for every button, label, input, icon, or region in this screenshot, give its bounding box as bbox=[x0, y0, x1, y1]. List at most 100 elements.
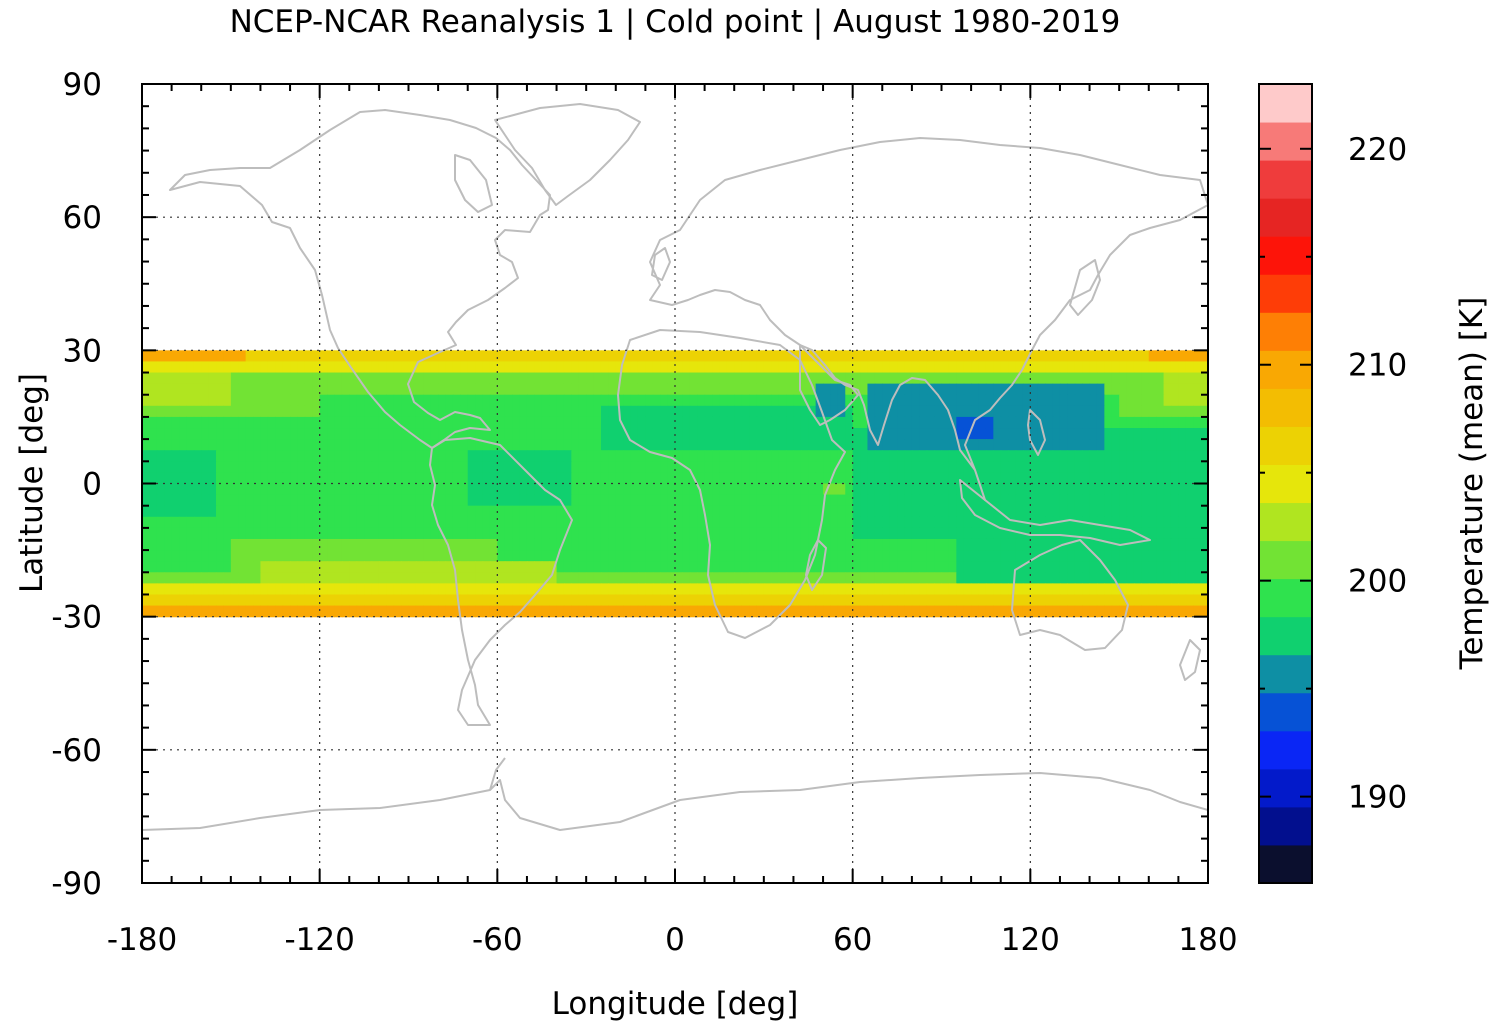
heatmap-cell bbox=[475, 594, 484, 607]
heatmap-cell bbox=[719, 450, 728, 462]
heatmap-cell bbox=[586, 516, 595, 529]
heatmap-cell bbox=[512, 527, 521, 540]
heatmap-cell bbox=[438, 561, 447, 573]
heatmap-cell bbox=[830, 472, 839, 485]
heatmap-cell bbox=[793, 483, 802, 496]
heatmap-cell bbox=[1074, 350, 1083, 363]
heatmap-cell bbox=[897, 494, 906, 507]
heatmap-cell bbox=[186, 572, 195, 584]
heatmap-cell bbox=[667, 483, 676, 496]
heatmap-cell bbox=[823, 461, 832, 474]
heatmap-cell bbox=[1193, 594, 1202, 607]
heatmap-cell bbox=[845, 405, 854, 418]
heatmap-cell bbox=[1022, 550, 1031, 562]
heatmap-cell bbox=[623, 405, 632, 418]
heatmap-cell bbox=[245, 572, 254, 584]
heatmap-cell bbox=[1030, 350, 1039, 363]
heatmap-cell bbox=[919, 428, 928, 440]
heatmap-cell bbox=[1148, 439, 1157, 451]
heatmap-cell bbox=[1015, 594, 1024, 607]
heatmap-cell bbox=[697, 439, 706, 451]
heatmap-cell bbox=[208, 461, 217, 474]
heatmap-cell bbox=[1156, 494, 1165, 507]
heatmap-cell bbox=[823, 594, 832, 607]
heatmap-cell bbox=[386, 416, 395, 429]
heatmap-cell bbox=[267, 450, 276, 462]
heatmap-cell bbox=[430, 361, 439, 374]
heatmap-cell bbox=[401, 516, 410, 529]
heatmap-cell bbox=[156, 350, 165, 363]
heatmap-cell bbox=[667, 505, 676, 518]
heatmap-cell bbox=[282, 594, 291, 607]
heatmap-cell bbox=[600, 550, 609, 562]
heatmap-cell bbox=[519, 416, 528, 429]
heatmap-cell bbox=[1015, 516, 1024, 529]
heatmap-cell bbox=[808, 594, 817, 607]
heatmap-cell bbox=[408, 383, 417, 396]
colorbar-tick-label: 210 bbox=[1348, 348, 1407, 384]
heatmap-cell bbox=[512, 394, 521, 407]
heatmap-cell bbox=[519, 594, 528, 607]
heatmap-cell bbox=[267, 383, 276, 396]
heatmap-cell bbox=[512, 594, 521, 607]
heatmap-cell bbox=[460, 538, 469, 551]
heatmap-cell bbox=[1104, 483, 1113, 496]
heatmap-cell bbox=[275, 372, 284, 385]
heatmap-cell bbox=[608, 361, 617, 374]
heatmap-cell bbox=[149, 450, 158, 462]
heatmap-cell bbox=[623, 583, 632, 596]
heatmap-cell bbox=[926, 561, 935, 573]
heatmap-cell bbox=[378, 383, 387, 396]
heatmap-cell bbox=[526, 538, 535, 551]
heatmap-cell bbox=[230, 394, 239, 407]
heatmap-cell bbox=[823, 472, 832, 485]
heatmap-cell bbox=[142, 516, 150, 529]
heatmap-cell bbox=[482, 461, 491, 474]
heatmap-cell bbox=[452, 538, 461, 551]
heatmap-cell bbox=[882, 416, 891, 429]
heatmap-cell bbox=[608, 350, 617, 363]
heatmap-cell bbox=[1185, 505, 1194, 518]
heatmap-cell bbox=[1119, 483, 1128, 496]
heatmap-cell bbox=[349, 472, 358, 485]
heatmap-cell bbox=[600, 405, 609, 418]
heatmap-cell bbox=[164, 583, 173, 596]
heatmap-cell bbox=[978, 527, 987, 540]
heatmap-cell bbox=[578, 572, 587, 584]
heatmap-cell bbox=[349, 416, 358, 429]
heatmap-cell bbox=[1067, 350, 1076, 363]
heatmap-cell bbox=[882, 394, 891, 407]
heatmap-cell bbox=[423, 494, 432, 507]
heatmap-cell bbox=[460, 461, 469, 474]
heatmap-cell bbox=[415, 605, 424, 618]
heatmap-cell bbox=[660, 550, 669, 562]
heatmap-cell bbox=[238, 416, 247, 429]
heatmap-cell bbox=[408, 572, 417, 584]
heatmap-cell bbox=[282, 428, 291, 440]
heatmap-cell bbox=[1193, 383, 1202, 396]
heatmap-cell bbox=[238, 561, 247, 573]
heatmap-cell bbox=[349, 428, 358, 440]
heatmap-cell bbox=[312, 550, 321, 562]
heatmap-cell bbox=[756, 450, 765, 462]
heatmap-cell bbox=[749, 550, 758, 562]
heatmap-cell bbox=[430, 494, 439, 507]
heatmap-cell bbox=[349, 550, 358, 562]
heatmap-cell bbox=[934, 372, 943, 385]
heatmap-cell bbox=[223, 461, 232, 474]
heatmap-cell bbox=[467, 505, 476, 518]
heatmap-cell bbox=[1000, 450, 1009, 462]
heatmap-cell bbox=[571, 461, 580, 474]
colorbar-segment bbox=[1259, 426, 1312, 465]
coastline-africa bbox=[617, 329, 846, 639]
heatmap-cell bbox=[260, 428, 269, 440]
heatmap-cell bbox=[985, 461, 994, 474]
heatmap-cell bbox=[1141, 361, 1150, 374]
heatmap-cell bbox=[260, 494, 269, 507]
heatmap-cell bbox=[571, 428, 580, 440]
heatmap-cell bbox=[637, 505, 646, 518]
heatmap-cell bbox=[208, 428, 217, 440]
heatmap-cell bbox=[608, 594, 617, 607]
heatmap-cell bbox=[519, 472, 528, 485]
heatmap-cell bbox=[808, 361, 817, 374]
